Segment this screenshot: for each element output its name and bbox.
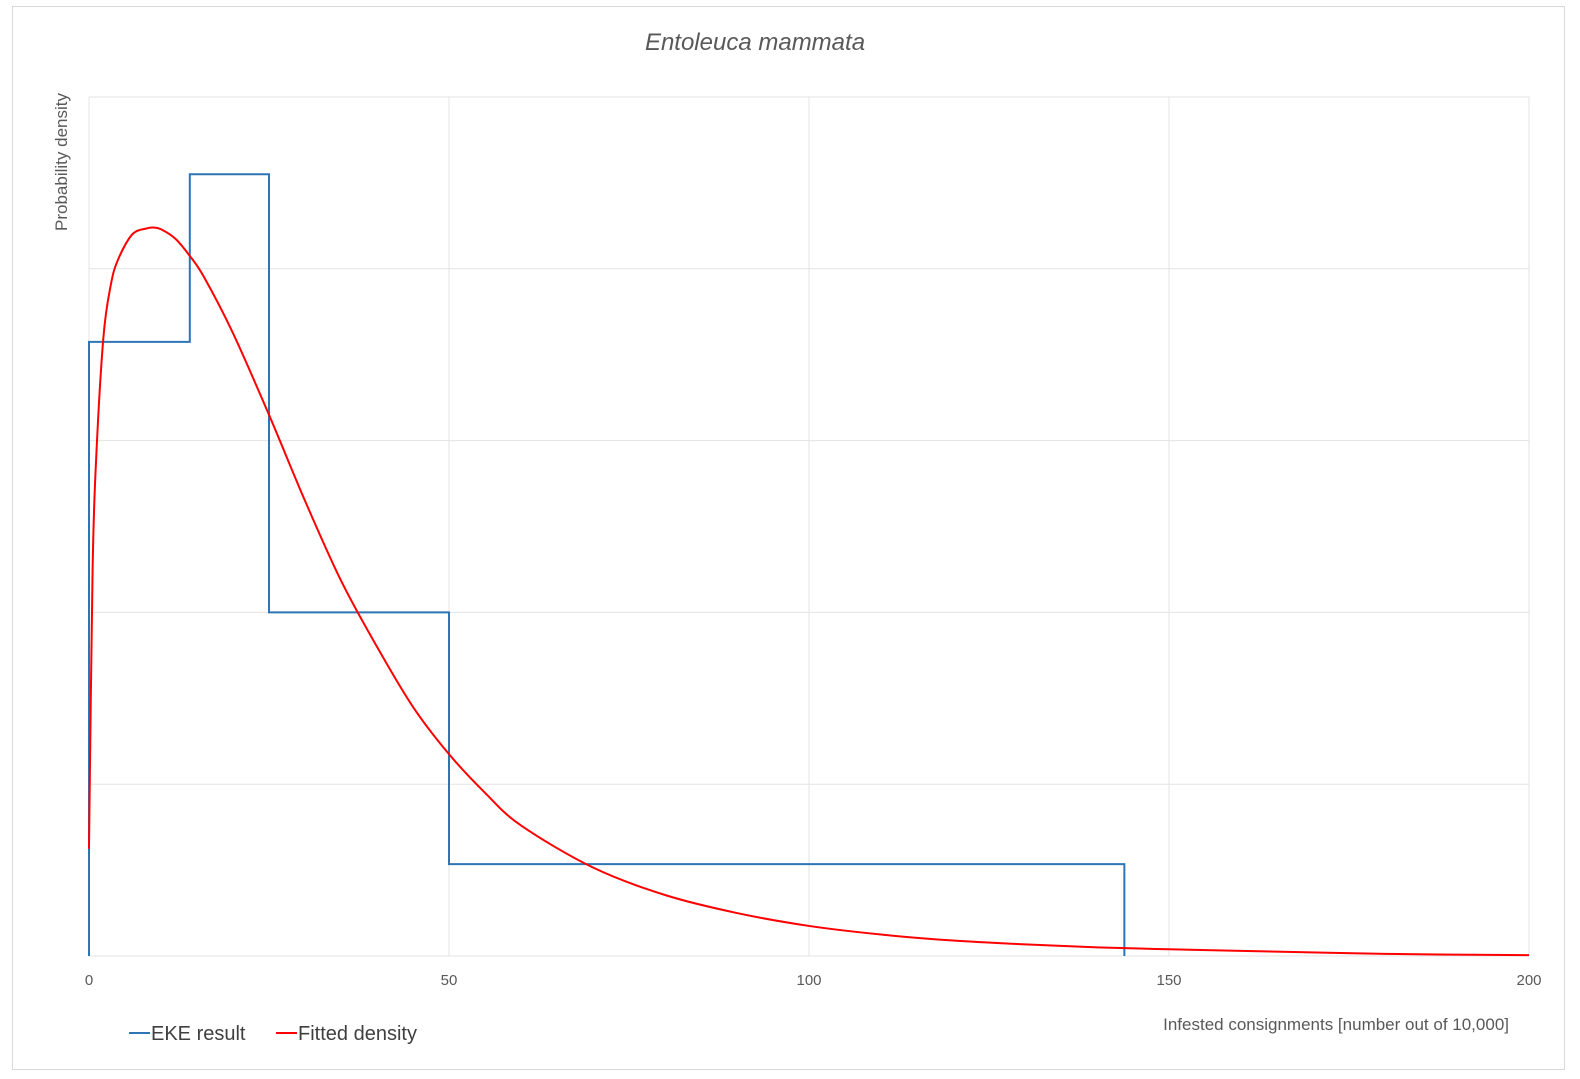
legend-eke-label: EKE result (151, 1023, 246, 1045)
gridlines (88, 96, 1530, 957)
legend-item-fitted-density[interactable]: Fitted density (276, 1023, 417, 1045)
x-tick-label: 50 (441, 972, 458, 989)
chart-frame (12, 6, 1565, 1070)
x-tick-label: 150 (1156, 972, 1181, 989)
x-tick-label: 0 (85, 972, 93, 989)
series-eke-result (88, 173, 1126, 956)
legend-item-eke-result[interactable]: EKE result (129, 1023, 246, 1045)
x-axis-label: Infested consignments [number out of 10,… (1163, 1015, 1509, 1034)
x-tick-labels: 0 50 100 150 200 (85, 972, 1542, 989)
legend-fitted-label: Fitted density (298, 1023, 417, 1045)
series-fitted-density (88, 226, 1530, 957)
x-tick-label: 100 (796, 972, 821, 989)
chart-title: Entoleuca mammata (645, 29, 865, 56)
y-axis-label: Probability density (52, 93, 71, 231)
series-layer (88, 173, 1530, 957)
legend: EKE result Fitted density (129, 1023, 417, 1045)
x-tick-label: 200 (1516, 972, 1541, 989)
